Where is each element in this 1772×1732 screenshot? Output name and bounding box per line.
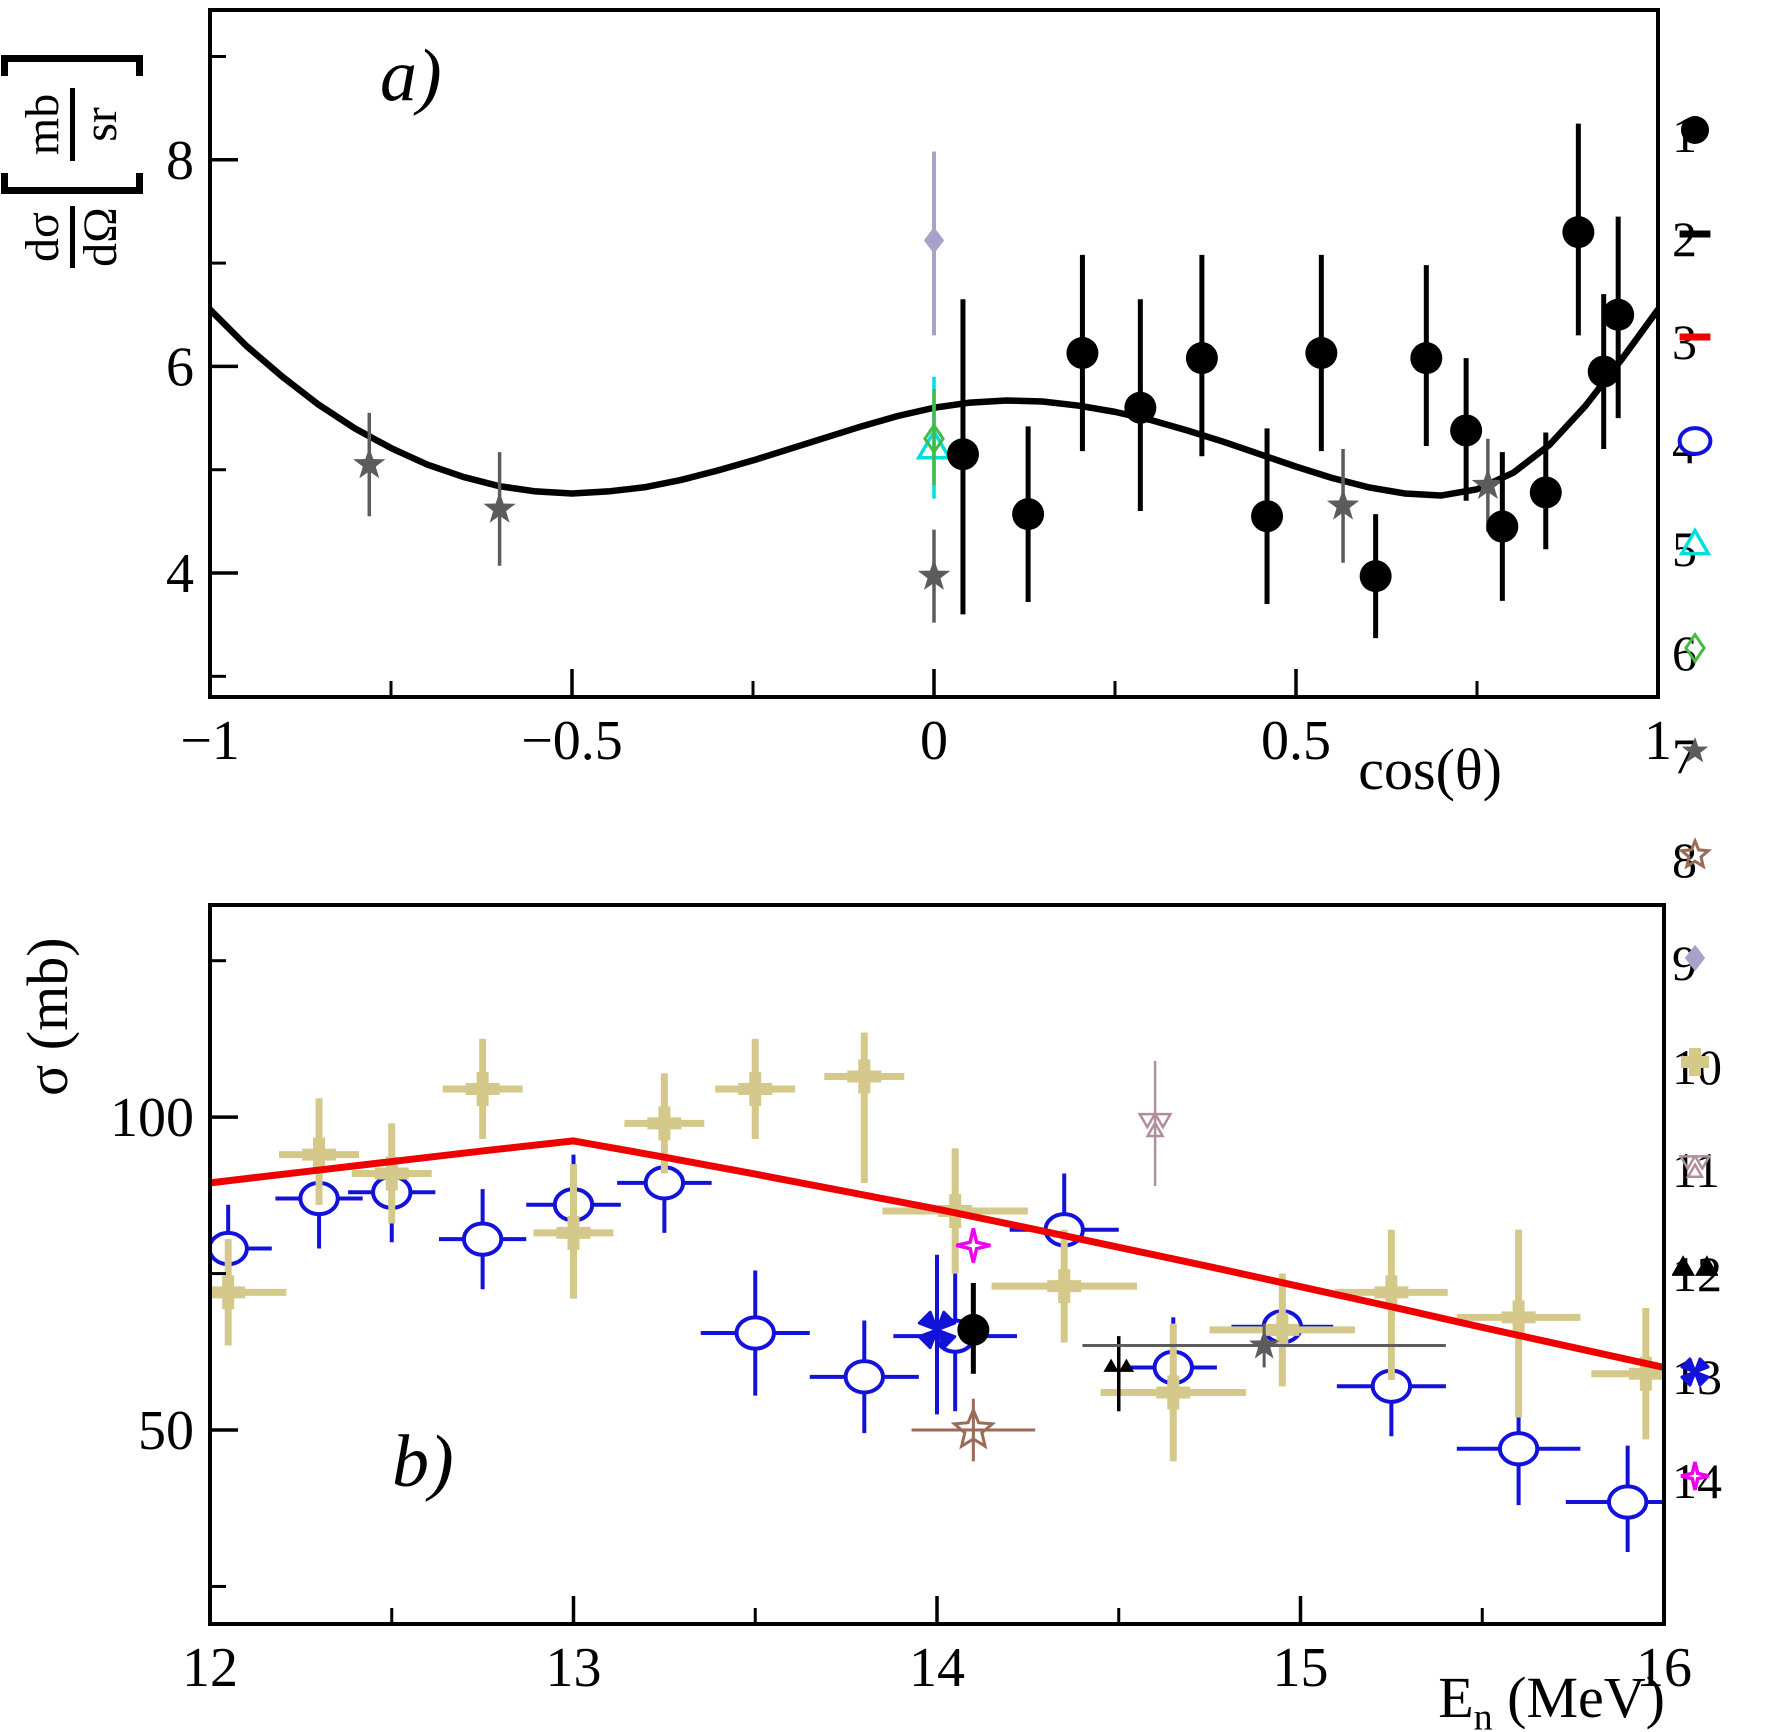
series-8 <box>911 1398 1036 1462</box>
x-tick-label: 0.5 <box>1261 710 1331 772</box>
panel-a-axes: −1 −0.5 0 0.5 1 4 6 8 <box>166 54 1672 772</box>
x-axis-label-unit: (MeV) <box>1492 1665 1665 1730</box>
fraction-numerator: dσ <box>16 206 75 268</box>
panel-a-x-axis-label: cos(θ) <box>1358 737 1502 802</box>
x-tick-label: 0 <box>920 710 948 772</box>
panel-a-y-axis-label: dσ dΩ mb sr <box>1 54 143 268</box>
series-1 <box>946 123 1635 639</box>
series-6 <box>923 389 945 486</box>
dsigma-domega-fraction: dσ dΩ <box>16 206 128 268</box>
panel-a-plot: −1 −0.5 0 0.5 1 4 6 8 <box>166 8 1672 772</box>
series-7 <box>1082 1323 1446 1368</box>
panel-b-label: b) <box>392 1421 454 1503</box>
series-13 <box>917 1254 957 1415</box>
x-tick-label: 15 <box>1273 1637 1329 1699</box>
y-tick-label: 8 <box>166 130 194 192</box>
series-11 <box>1137 1060 1173 1186</box>
series-3 <box>210 1137 1664 1371</box>
x-axis-label-subscript: n <box>1473 1696 1493 1732</box>
panel-a-label: a) <box>380 35 442 117</box>
panel-b-axes: 12 13 14 15 16 50 100 <box>110 959 1692 1699</box>
left-bracket-icon <box>1 173 143 195</box>
x-tick-label: 1 <box>1644 710 1672 772</box>
x-tick-label: −1 <box>180 710 240 772</box>
panel-b-x-axis-label: En (MeV) <box>1320 1664 1665 1732</box>
x-tick-label: 14 <box>909 1637 965 1699</box>
x-tick-label: 12 <box>182 1637 238 1699</box>
panel-b-y-axis-label: σ (mb) <box>15 937 80 1096</box>
y-tick-label: 4 <box>166 543 194 605</box>
series-12 <box>1103 1336 1135 1412</box>
panel-a-data <box>210 123 1658 639</box>
right-bracket-icon <box>1 54 143 76</box>
x-tick-label: 16 <box>1636 1637 1692 1699</box>
panel-b-plot: 12 13 14 15 16 50 100 <box>110 903 1692 1699</box>
fraction-denominator: sr <box>73 107 127 142</box>
x-axis-label-symbol: E <box>1438 1665 1474 1730</box>
panel-b-data <box>210 1032 1664 1553</box>
series-9 <box>923 151 945 336</box>
series-10 <box>210 1032 1664 1462</box>
series-14 <box>955 1228 991 1263</box>
x-tick-label: 13 <box>546 1637 602 1699</box>
series-7 <box>353 412 1505 623</box>
x-tick-label: −0.5 <box>521 710 623 772</box>
mb-sr-fraction: mb sr <box>16 87 128 162</box>
y-tick-label: 6 <box>166 336 194 398</box>
series-1 <box>957 1282 990 1374</box>
y-tick-label: 50 <box>138 1400 194 1462</box>
y-tick-label: 100 <box>110 1087 194 1149</box>
fraction-numerator: mb <box>16 87 75 162</box>
fraction-denominator: dΩ <box>73 207 127 267</box>
